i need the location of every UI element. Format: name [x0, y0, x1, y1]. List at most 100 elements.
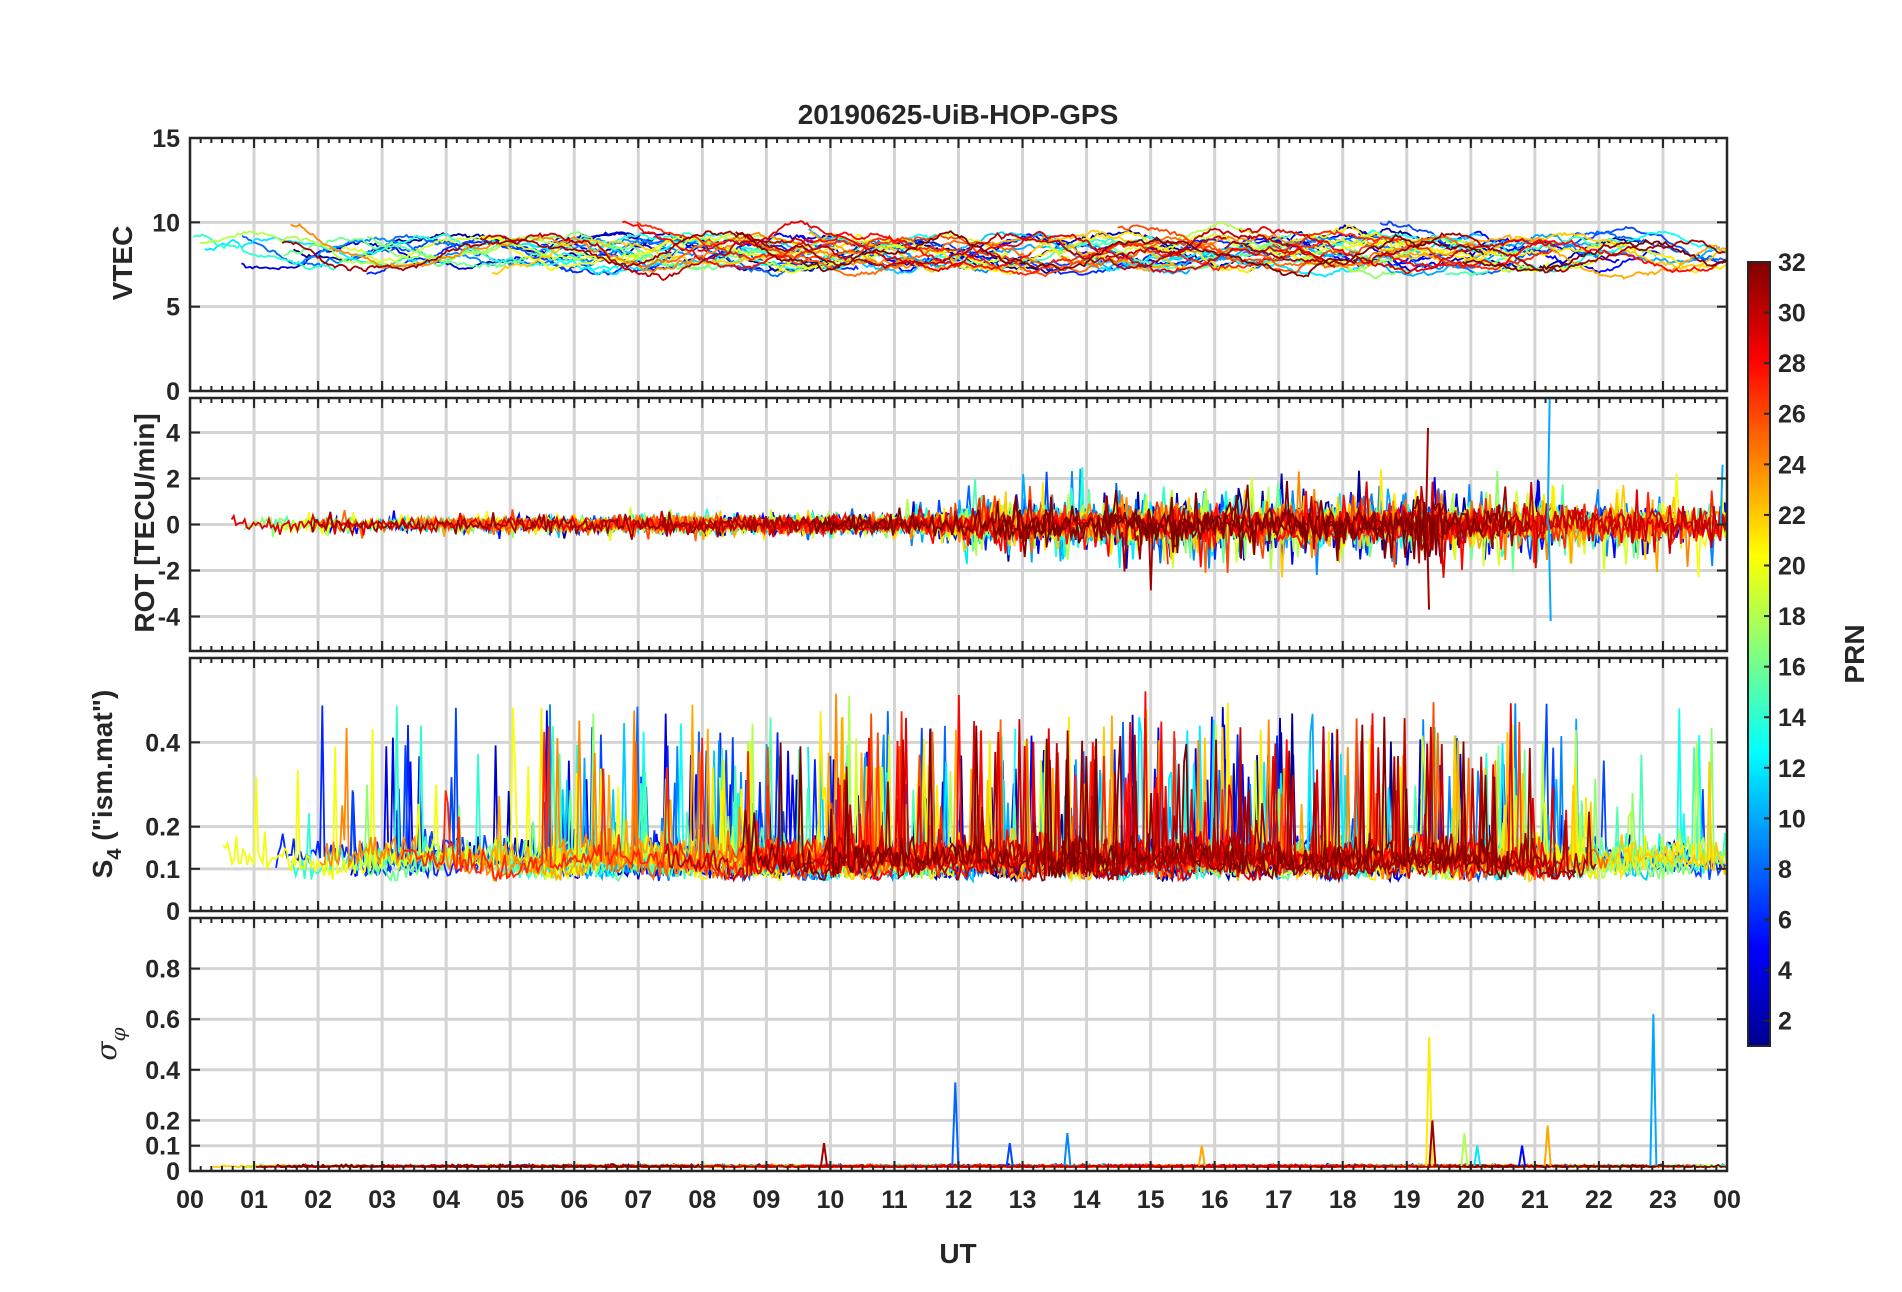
prn-trace [192, 232, 871, 272]
x-tick-label: 21 [1521, 1186, 1549, 1214]
y-tick-label: 0 [166, 898, 180, 926]
vtec-panel: 0 5 10 15 [152, 125, 1729, 406]
sigma-spike [1543, 1125, 1552, 1167]
y-tick-label: -4 [158, 604, 180, 632]
prn-trace [636, 221, 1329, 276]
x-tick-label: 19 [1393, 1186, 1421, 1214]
y-tick-label: 0.2 [145, 814, 180, 842]
rot-spike [1546, 398, 1551, 525]
sigma-spike [820, 1143, 829, 1167]
prn-trace [740, 725, 1099, 882]
y-tick-label: 0.4 [145, 1057, 180, 1085]
prn-trace [697, 220, 1325, 274]
x-tick-label: 07 [624, 1186, 652, 1214]
x-tick-label: 08 [688, 1186, 716, 1214]
sigma-spike [1428, 1120, 1437, 1167]
colorbar-tick-label: 16 [1778, 654, 1806, 682]
y-tick-label: 0 [166, 1158, 180, 1186]
x-tick-label: 20 [1457, 1186, 1485, 1214]
x-tick-label: 03 [368, 1186, 396, 1214]
sigma-spike [1425, 1036, 1434, 1166]
sigma-ylabel-sub: φ [106, 1027, 130, 1041]
y-tick-label: 5 [166, 294, 180, 322]
colorbar-tick-label: 32 [1778, 249, 1806, 277]
y-tick-label: 2 [166, 466, 180, 494]
x-tick-label: 13 [1009, 1186, 1037, 1214]
colorbar-tick-label: 14 [1778, 704, 1806, 732]
prn-trace [990, 480, 1451, 562]
x-tick-label: 06 [560, 1186, 588, 1214]
colorbar-tick-label: 22 [1778, 502, 1806, 530]
prn-trace [1117, 224, 1400, 274]
traces [192, 220, 1727, 282]
x-tick-label: 00 [176, 1186, 204, 1214]
y-tick-label: 4 [166, 420, 180, 448]
sigma-spike [951, 1082, 960, 1166]
sigma-spike [1197, 1145, 1206, 1167]
sigma-spike [1473, 1145, 1482, 1167]
s4-ylabel-main: S [87, 860, 118, 879]
vtec-ylabel: VTEC [107, 226, 138, 301]
x-tick-label: 16 [1201, 1186, 1229, 1214]
prn-trace [1461, 238, 1727, 272]
x-tick-label: 02 [304, 1186, 332, 1214]
x-tick-label: 09 [752, 1186, 780, 1214]
prn-trace [1224, 232, 1726, 274]
x-tick-label: 00 [1713, 1186, 1741, 1214]
rot-ylabel: ROT [TECU/min] [129, 413, 160, 632]
y-tick-label: -2 [158, 558, 180, 586]
colorbar-gradient [1747, 261, 1771, 1047]
x-tick-label: 17 [1265, 1186, 1293, 1214]
rot-spike [1425, 427, 1430, 525]
x-tick-label: 12 [945, 1186, 973, 1214]
y-tick-label: 0.6 [145, 1006, 180, 1034]
prn-trace [630, 233, 1100, 278]
prn-trace [735, 229, 1485, 278]
x-tick-label: 15 [1137, 1186, 1165, 1214]
prn-trace [811, 492, 1516, 559]
rot-spike [1426, 524, 1431, 610]
colorbar-tick-label: 10 [1778, 805, 1806, 833]
y-tick-label: 15 [152, 125, 180, 153]
x-tick-label: 10 [817, 1186, 845, 1214]
y-tick-label: 0.2 [145, 1107, 180, 1135]
sigma-ylabel-main: σ [90, 1041, 123, 1061]
colorbar-tick-label: 18 [1778, 603, 1806, 631]
s4-panel: 0 0.1 0.2 0.4 [145, 656, 1729, 926]
sigma-phi-panel: 00.10.2 0.4 0.6 0.8 [145, 916, 1729, 1186]
x-tick-label: 11 [881, 1186, 908, 1214]
colorbar-tick-label: 28 [1778, 350, 1806, 378]
sigma-spike [1518, 1145, 1527, 1167]
prn-trace [1049, 716, 1513, 881]
prn-trace [309, 511, 888, 540]
colorbar-tick-label: 24 [1778, 451, 1806, 479]
y-tick-label: 0.1 [145, 1133, 180, 1161]
figure-title: 20190625-UiB-HOP-GPS [798, 99, 1119, 130]
x-tick-label: 01 [240, 1186, 268, 1214]
prn-trace [1289, 224, 1727, 274]
y-tick-label: 0.1 [145, 856, 180, 884]
traces [222, 691, 1727, 885]
sigma-spike [1649, 1014, 1658, 1166]
x-tick-label: 14 [1073, 1186, 1101, 1214]
rot-spike [1547, 524, 1552, 622]
prn-trace [1238, 226, 1558, 275]
colorbar-tick-label: 12 [1778, 755, 1806, 783]
rot-panel: -4 -2 0 2 4 [158, 396, 1729, 653]
x-tick-label: 22 [1585, 1186, 1613, 1214]
prn-trace [281, 230, 847, 273]
x-tick-label: 18 [1329, 1186, 1357, 1214]
prn-trace [1463, 1163, 1727, 1169]
y-tick-label: 0.4 [145, 729, 180, 757]
y-tick-label: 10 [152, 209, 180, 237]
sigma-spike [1005, 1143, 1014, 1167]
sigma-spike [1460, 1132, 1469, 1167]
colorbar-tick-label: 8 [1778, 856, 1792, 884]
sigma-spike [1063, 1132, 1072, 1167]
sigma-ylabel: σφ [90, 1027, 130, 1060]
colorbar-label: PRN [1839, 624, 1870, 683]
x-axis-ticks: 00 01 02 03 04 05 06 07 08 09 10 11 12 13 14 15 16 17 18 19… [176, 1186, 1741, 1214]
colorbar-tick-label: 2 [1778, 1008, 1792, 1036]
rot-spike [1719, 464, 1724, 525]
